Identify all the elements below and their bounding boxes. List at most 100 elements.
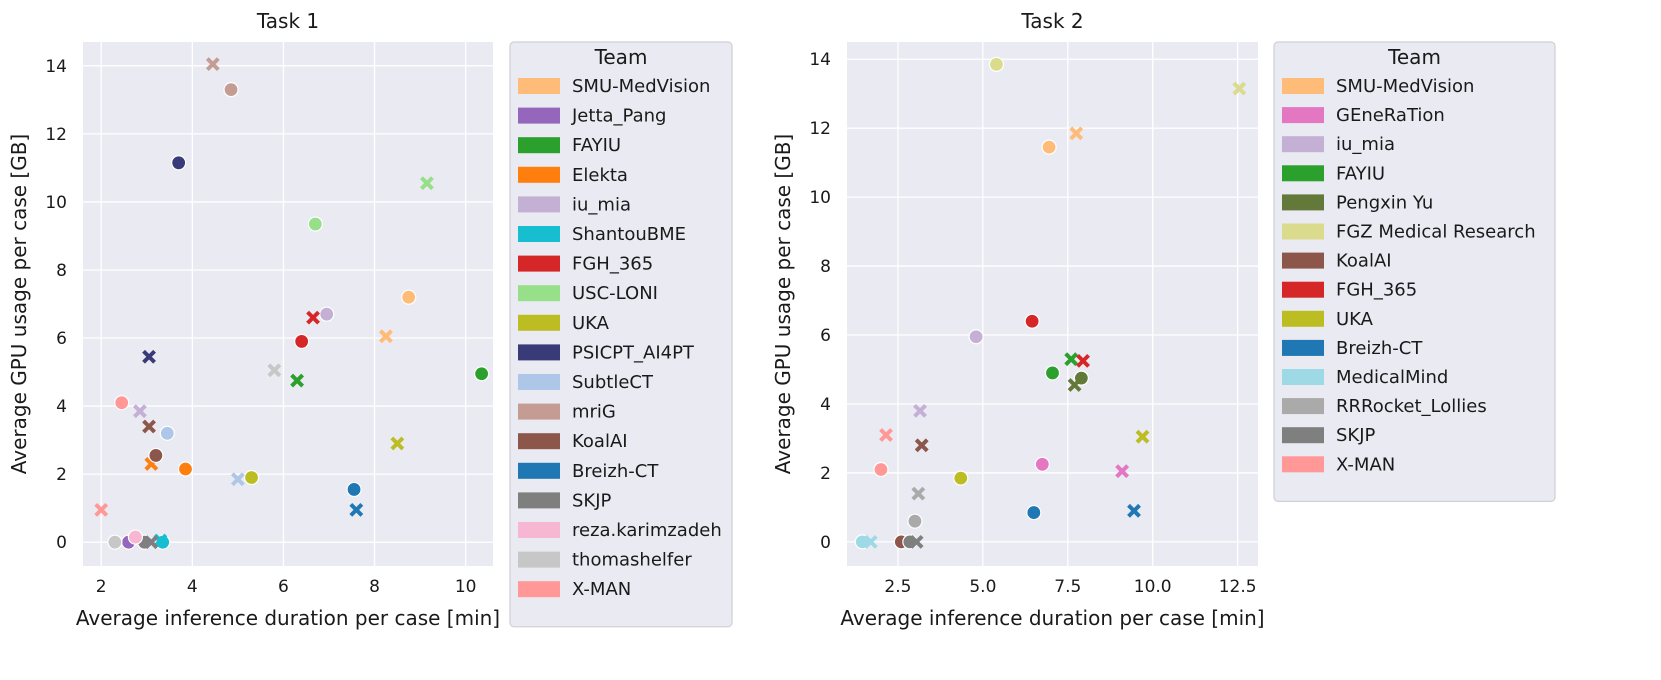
legend-swatch <box>1282 78 1324 94</box>
legend: Team SMU-MedVision Jetta_Pang FAYIU Elekta iu… <box>509 41 733 628</box>
legend-swatch <box>1282 398 1324 415</box>
y-tick-label: 2 <box>820 464 831 484</box>
legend-label: Breizh-CT <box>1336 338 1423 359</box>
legend-frame <box>1273 41 1556 502</box>
plot-area <box>847 42 1258 566</box>
y-tick-label: 0 <box>820 533 831 553</box>
legend-label: ShantouBME <box>572 224 686 245</box>
data-point-circle <box>873 461 889 478</box>
legend-swatch <box>518 551 560 568</box>
legend-label: thomashelfer <box>572 550 692 571</box>
data-point-circle <box>988 56 1005 73</box>
legend-label: RRRocket_Lollies <box>1336 396 1487 417</box>
legend-label: reza.karimzadeh <box>572 520 722 541</box>
y-tick-label: 8 <box>56 261 67 281</box>
legend-label: FGH_365 <box>572 254 653 275</box>
data-points <box>854 56 1247 550</box>
data-point-x <box>863 534 878 549</box>
legend-label: KoalAI <box>1336 251 1392 272</box>
data-point-circle <box>401 289 417 305</box>
y-tick-label: 10 <box>809 188 831 208</box>
y-axis-label: Average GPU usage per case [GB] <box>7 134 31 475</box>
data-point-x <box>1135 429 1150 444</box>
data-points <box>94 57 490 550</box>
plot-area <box>83 42 493 566</box>
legend-label: KoalAI <box>572 431 628 452</box>
data-point-circle <box>148 447 164 464</box>
y-tick-label: 8 <box>820 257 831 277</box>
legend-frame <box>509 41 733 628</box>
legend-swatch <box>1282 194 1324 211</box>
legend-label: GEneRaTion <box>1336 105 1445 126</box>
legend-swatch <box>1282 136 1324 153</box>
legend-label: USC-LONI <box>572 283 658 304</box>
legend-label: Breizh-CT <box>572 461 659 482</box>
legend-label: UKA <box>1336 309 1374 330</box>
legend-swatch <box>1282 427 1324 444</box>
legend-label: FGZ Medical Research <box>1336 222 1536 243</box>
legend-swatch <box>1282 369 1324 385</box>
legend-swatch <box>1282 165 1324 182</box>
legend-swatch <box>518 492 560 509</box>
legend-swatch <box>518 107 560 124</box>
data-point-circle <box>1041 139 1057 155</box>
x-tick-label: 2.5 <box>884 577 911 597</box>
legend-swatch <box>518 166 560 183</box>
legend-swatch <box>1282 456 1324 473</box>
x-tick-label: 12.5 <box>1219 577 1257 597</box>
legend-label: iu_mia <box>1336 134 1395 155</box>
data-point-circle <box>223 82 239 98</box>
chart-title: Task 2 <box>1020 9 1083 33</box>
legend-swatch <box>518 522 560 538</box>
y-tick-label: 4 <box>820 395 831 415</box>
y-tick-label: 4 <box>56 397 67 417</box>
data-point-x <box>1069 126 1084 141</box>
legend-label: Elekta <box>572 165 628 186</box>
x-tick-label: 10 <box>455 577 477 597</box>
data-point-x <box>1076 353 1090 368</box>
data-point-circle <box>114 395 130 411</box>
legend-label: FGH_365 <box>1336 280 1417 301</box>
legend-label: Pengxin Yu <box>1336 192 1433 213</box>
legend-label: SKJP <box>572 490 612 511</box>
y-tick-label: 10 <box>45 193 67 213</box>
data-point-circle <box>1026 504 1042 521</box>
legend-label: SMU-MedVision <box>1336 76 1474 97</box>
legend-swatch <box>1282 339 1324 356</box>
data-point-x <box>913 403 927 418</box>
chart-panel-1: 2 4 6 8 10 0 2 4 6 8 10 12 14 Task 1 Average inference… <box>7 9 733 630</box>
legend-label: X-MAN <box>572 579 631 600</box>
data-point-x <box>267 363 282 378</box>
chart-panel-2: 2.5 5.0 7.5 10.0 12.5 0 2 4 6 8 10 12 14 Task 2 Averag… <box>771 9 1556 630</box>
legend: Team SMU-MedVision GEneRaTion iu_mia FAYIU Pe… <box>1273 41 1556 502</box>
x-tick-label: 8 <box>369 577 380 597</box>
data-point-x <box>290 373 305 388</box>
data-point-x <box>133 404 147 419</box>
chart-title: Task 1 <box>256 9 319 33</box>
data-point-x <box>142 349 156 364</box>
legend-swatch <box>518 403 560 420</box>
data-point-x <box>879 428 893 442</box>
data-point-x <box>379 329 393 344</box>
legend-swatch <box>518 285 560 302</box>
legend-swatch <box>1282 252 1324 269</box>
data-point-circle <box>171 155 187 171</box>
legend-swatch <box>518 462 560 479</box>
data-point-circle <box>968 329 984 345</box>
data-point-x <box>142 419 156 434</box>
legend-title: Team <box>1387 45 1441 69</box>
legend-label: FAYIU <box>572 135 621 156</box>
legend-title: Team <box>594 45 648 69</box>
data-point-circle <box>307 216 323 232</box>
data-point-circle <box>907 513 923 529</box>
y-tick-label: 2 <box>56 465 67 485</box>
legend-swatch <box>518 196 560 213</box>
data-point-x <box>1067 378 1082 392</box>
legend-swatch <box>1282 281 1324 298</box>
data-point-x <box>205 57 220 72</box>
data-point-x <box>349 502 364 517</box>
data-point-x <box>390 436 405 451</box>
data-point-circle <box>1024 313 1040 329</box>
y-axis-label: Average GPU usage per case [GB] <box>771 134 795 475</box>
